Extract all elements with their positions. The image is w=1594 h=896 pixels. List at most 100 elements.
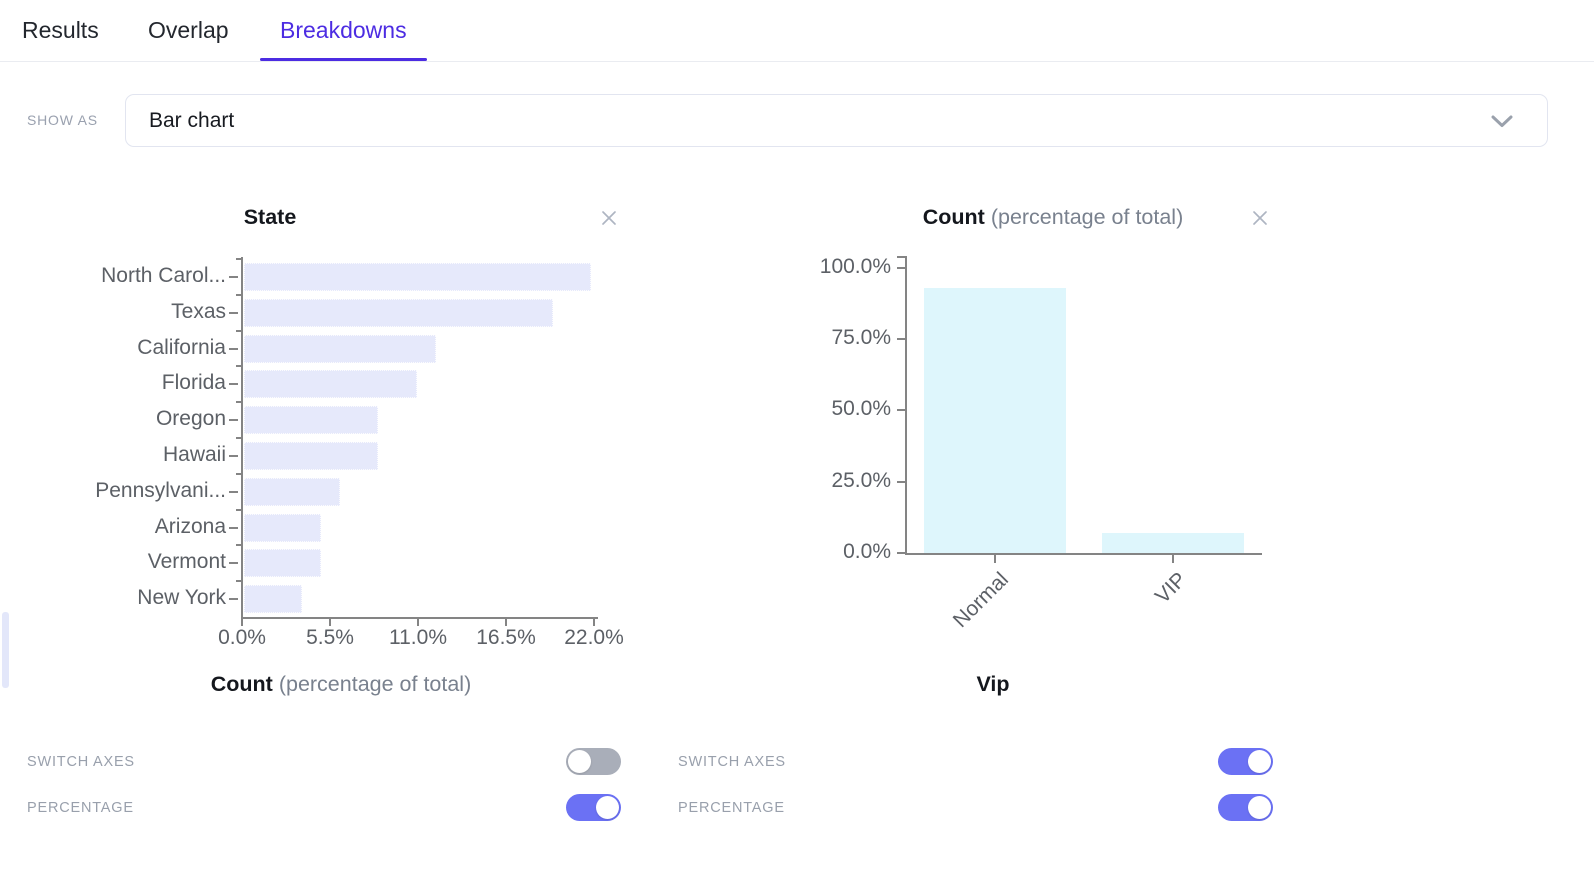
category-tick [229, 598, 238, 601]
yaxis-tick [897, 552, 906, 554]
left-chart-close-button[interactable] [598, 208, 620, 230]
category-tick [229, 454, 238, 457]
left-chart-title: State [0, 205, 540, 230]
category-label: Oregon [155, 407, 226, 431]
category-boundary-tick [236, 293, 242, 296]
right-chart-xaxis-title: Vip [976, 672, 1010, 696]
chart-type-value: Bar chart [149, 109, 235, 132]
category-boundary-tick [236, 401, 242, 404]
left-percentage-toggle[interactable] [566, 794, 621, 821]
left-switch-axes-toggle[interactable] [566, 748, 621, 775]
state-bar[interactable] [244, 406, 379, 435]
category-label: New York [137, 586, 226, 610]
category-boundary-tick [236, 508, 242, 511]
yaxis-tick-label: 50.0% [831, 397, 891, 421]
right-chart-yaxis-line [905, 256, 907, 555]
right-chart-close-button[interactable] [1249, 208, 1271, 230]
state-bar[interactable] [244, 370, 417, 399]
right-switch-axes-toggle[interactable] [1218, 748, 1273, 775]
xaxis-tick [593, 617, 595, 626]
xaxis-tick-label: 5.5% [306, 626, 354, 649]
toggle-knob [568, 750, 591, 773]
toggle-knob [1248, 796, 1271, 819]
right-chart-title-secondary: (percentage of total) [990, 205, 1184, 229]
category-boundary-tick [236, 437, 242, 439]
tab-breakdowns[interactable]: Breakdowns [260, 0, 427, 61]
left-chart-xaxis-title: Count (percentage of total) [41, 672, 641, 697]
category-boundary-tick [236, 365, 242, 368]
yaxis-tick-label: 0.0% [843, 540, 891, 563]
scroll-strip [2, 612, 9, 688]
state-bar[interactable] [244, 442, 379, 470]
xaxis-tick-label: 22.0% [564, 626, 624, 649]
tab-results[interactable]: Results [22, 17, 99, 43]
xaxis-tick-label: 0.0% [218, 626, 266, 649]
category-label: North Carol... [101, 263, 226, 287]
left-chart-title-text: State [243, 205, 297, 229]
right-chart-title: Count (percentage of total) [803, 205, 1303, 230]
left-chart-xaxis-title-primary: Count [210, 672, 273, 696]
yaxis-tick-label: 75.0% [831, 326, 891, 350]
category-tick [229, 383, 238, 386]
left-chart-xaxis-title-secondary: (percentage of total) [278, 672, 472, 696]
xaxis-tick [417, 617, 419, 626]
category-tick [229, 347, 238, 350]
toggle-knob [596, 796, 619, 819]
category-tick [994, 555, 996, 563]
right-percentage-toggle[interactable] [1218, 794, 1273, 821]
show-as-label: SHOW AS [27, 112, 98, 128]
category-tick [229, 311, 238, 314]
right-switch-axes-label: SWITCH AXES [678, 754, 786, 770]
state-bar[interactable] [244, 477, 340, 506]
category-tick [229, 526, 238, 529]
left-chart-xaxis-line [242, 617, 598, 619]
close-icon [602, 211, 616, 225]
close-icon [1253, 211, 1267, 225]
category-label: Vermont [147, 550, 226, 574]
vip-bar[interactable] [924, 287, 1066, 553]
yaxis-tick [897, 480, 906, 483]
state-bar[interactable] [244, 334, 436, 363]
category-label: Pennsylvani... [95, 478, 226, 502]
category-label: California [137, 335, 226, 359]
state-bar[interactable] [244, 585, 302, 614]
category-tick [229, 490, 238, 493]
category-boundary-tick [236, 258, 242, 260]
yaxis-tick-label: 25.0% [831, 468, 891, 492]
state-bar[interactable] [244, 549, 321, 578]
tab-overlap[interactable]: Overlap [148, 17, 229, 43]
xaxis-tick [241, 617, 243, 626]
yaxis-tick-label: 100.0% [819, 254, 891, 278]
tab-bar: Results Overlap Breakdowns [0, 0, 1594, 62]
category-label: Hawaii [162, 442, 226, 466]
category-boundary-tick [236, 329, 242, 332]
category-tick [229, 275, 238, 278]
xaxis-tick-label: 16.5% [476, 626, 536, 649]
right-percentage-label: PERCENTAGE [678, 800, 785, 816]
state-bar[interactable] [244, 298, 553, 327]
left-percentage-label: PERCENTAGE [27, 800, 134, 816]
category-label: Texas [171, 299, 226, 323]
category-label: Florida [161, 371, 226, 395]
left-switch-axes-label: SWITCH AXES [27, 754, 135, 770]
category-tick [1172, 555, 1174, 563]
state-bar[interactable] [244, 513, 321, 542]
right-chart-xaxis-line [905, 553, 1262, 555]
yaxis-tick [897, 409, 906, 412]
xaxis-tick-label: 11.0% [389, 626, 447, 649]
category-tick [229, 419, 238, 422]
rotated-category-label: VIP [955, 568, 1191, 608]
tab-breakdowns-label: Breakdowns [280, 17, 407, 43]
chart-type-select[interactable]: Bar chart [125, 94, 1548, 147]
vip-bar[interactable] [1102, 533, 1244, 553]
state-bar[interactable] [244, 263, 592, 291]
left-chart-yaxis-line [241, 257, 243, 619]
chevron-down-icon [1491, 115, 1513, 127]
category-label: VIP [1151, 568, 1192, 609]
yaxis-tick [897, 266, 906, 269]
active-tab-underline [260, 57, 427, 61]
category-boundary-tick [236, 544, 242, 547]
category-boundary-tick [236, 580, 242, 583]
xaxis-tick [505, 617, 507, 626]
category-tick [229, 562, 238, 565]
